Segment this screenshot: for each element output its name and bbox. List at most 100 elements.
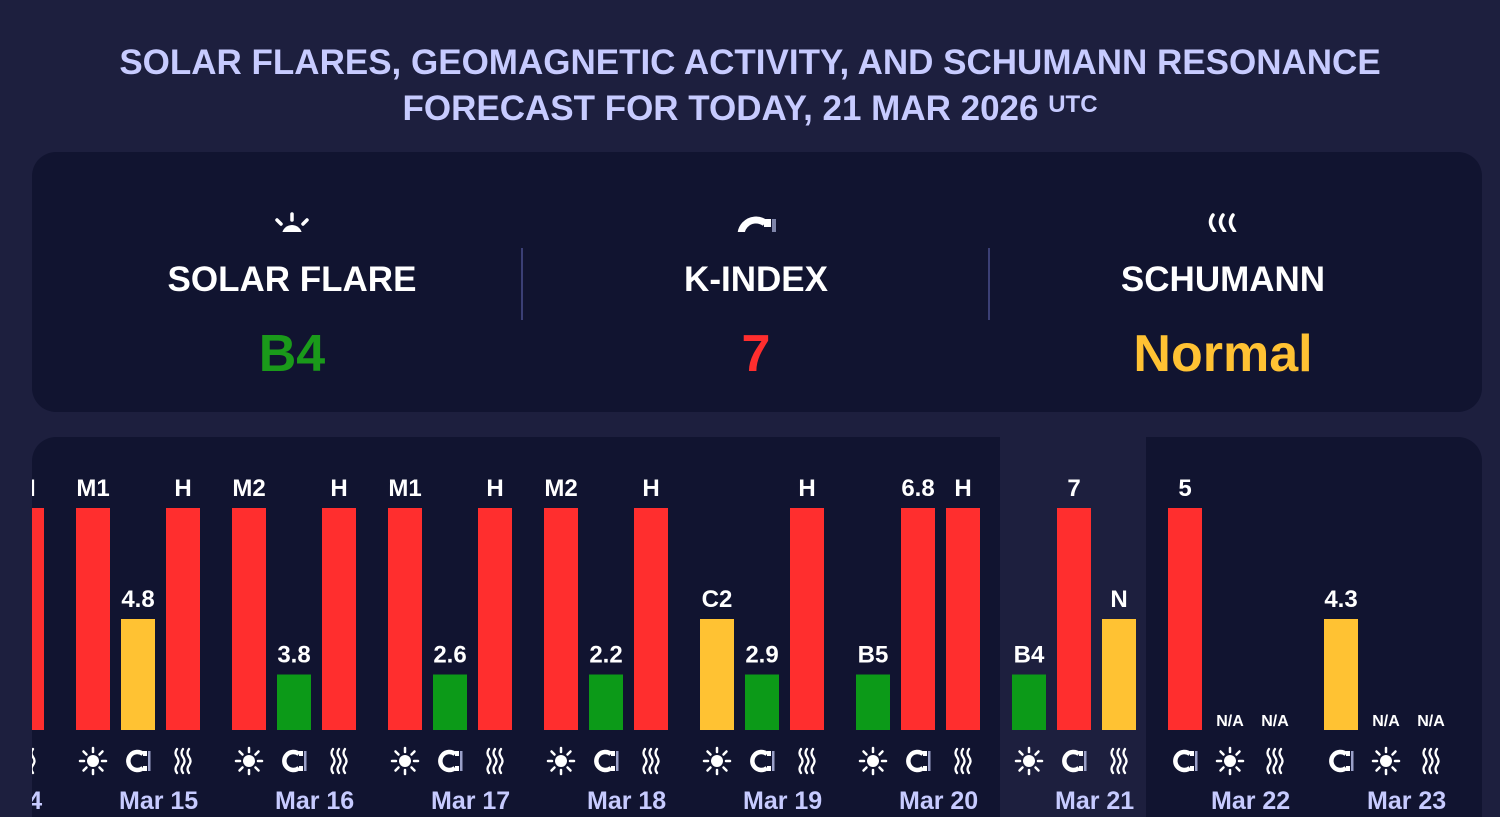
divider xyxy=(988,248,990,320)
date-label: Mar 16 xyxy=(275,787,354,815)
magnet-icon xyxy=(1329,749,1354,773)
bar-kindex xyxy=(1168,508,1202,730)
sun-icon xyxy=(546,746,576,776)
divider xyxy=(521,248,523,320)
bar-flare xyxy=(388,508,422,730)
day-group: H Mar 14 xyxy=(32,475,44,815)
bar-label: H xyxy=(174,475,191,502)
bar-label: 7 xyxy=(1067,475,1080,502)
bar-flare xyxy=(856,674,890,730)
magnet-icon xyxy=(737,216,776,232)
k-index-summary: K-INDEX 7 xyxy=(523,152,989,412)
title-line-2-text: FORECAST FOR TODAY, 21 MAR 2026 xyxy=(402,89,1039,128)
bar-schumann xyxy=(946,508,980,730)
bar-label: 5 xyxy=(1178,475,1191,502)
forecast-chart-panel: H Mar 14 M1 4.8 H Mar 15 M2 3.8 H Mar 16 M1 2.6 H Mar… xyxy=(32,437,1482,817)
waves-icon xyxy=(174,747,192,775)
title-line-2: FORECAST FOR TODAY, 21 MAR 2026 UTC xyxy=(0,86,1500,132)
bar-schumann xyxy=(478,508,512,730)
bar-flare xyxy=(1012,674,1046,730)
waves-icon xyxy=(330,747,348,775)
bar-schumann xyxy=(790,508,824,730)
sun-icon xyxy=(702,746,732,776)
bar-label: M2 xyxy=(232,475,265,502)
bar-kindex xyxy=(433,674,467,730)
bar-label: H xyxy=(954,475,971,502)
date-label: Mar 20 xyxy=(899,787,978,815)
bar-label: 6.8 xyxy=(901,475,934,502)
day-group: M1 4.8 H Mar 15 xyxy=(76,475,200,815)
waves-icon xyxy=(954,747,972,775)
today-summary-panel: SOLAR FLARE B4 K-INDEX 7 SCHUMANN Normal xyxy=(32,152,1482,412)
bar-label: B5 xyxy=(858,642,889,669)
bar-label: H xyxy=(798,475,815,502)
bar-label: N xyxy=(1110,586,1127,613)
bar-label: M1 xyxy=(388,475,421,502)
bar-kindex xyxy=(121,619,155,730)
bar-kindex xyxy=(277,674,311,730)
date-label: Mar 17 xyxy=(431,787,510,815)
day-group: B5 6.8 H Mar 20 xyxy=(856,475,980,815)
bar-flare xyxy=(700,619,734,730)
sun-icon xyxy=(1014,746,1044,776)
sun-icon xyxy=(1215,746,1245,776)
bar-kindex xyxy=(1057,508,1091,730)
solar-flare-summary: SOLAR FLARE B4 xyxy=(32,152,552,412)
bar-schumann xyxy=(1102,619,1136,730)
solar-flare-label: SOLAR FLARE xyxy=(167,260,417,299)
schumann-label: SCHUMANN xyxy=(1120,260,1326,299)
date-label: Mar 18 xyxy=(587,787,666,815)
bar-label: M2 xyxy=(544,475,577,502)
day-group: B4 7 N Mar 21 xyxy=(1000,437,1146,817)
k-index-value: 7 xyxy=(741,325,771,383)
bar-label: H xyxy=(486,475,503,502)
sun-icon xyxy=(275,212,309,232)
magnet-icon xyxy=(126,749,151,773)
date-label: Mar 21 xyxy=(1055,787,1134,815)
sun-icon xyxy=(1371,746,1401,776)
bar-label: B4 xyxy=(1014,642,1045,669)
solar-flare-value: B4 xyxy=(258,325,326,383)
magnet-icon xyxy=(750,749,775,773)
waves-icon xyxy=(642,747,660,775)
date-label: Mar 19 xyxy=(743,787,822,815)
title-line-1: SOLAR FLARES, GEOMAGNETIC ACTIVITY, AND … xyxy=(119,43,1381,82)
na-label: N/A xyxy=(1372,713,1400,730)
day-group: 4.3 N/A N/A Mar 23 xyxy=(1324,586,1446,815)
sun-icon xyxy=(78,746,108,776)
waves-icon xyxy=(32,747,36,775)
bar-schumann xyxy=(32,508,44,730)
page-title: SOLAR FLARES, GEOMAGNETIC ACTIVITY, AND … xyxy=(0,40,1500,132)
waves-icon xyxy=(1422,747,1440,775)
day-group: C2 2.9 H Mar 19 xyxy=(700,475,824,815)
bar-kindex xyxy=(901,508,935,730)
sun-icon xyxy=(858,746,888,776)
bar-kindex xyxy=(745,674,779,730)
date-label: Mar 14 xyxy=(32,787,42,815)
bar-schumann xyxy=(166,508,200,730)
day-group: M2 3.8 H Mar 16 xyxy=(232,475,356,815)
magnet-icon xyxy=(438,749,463,773)
na-label: N/A xyxy=(1261,713,1289,730)
na-label: N/A xyxy=(1417,713,1445,730)
waves-icon xyxy=(798,747,816,775)
bar-label: 2.2 xyxy=(589,642,622,669)
magnet-icon xyxy=(282,749,307,773)
day-group: M1 2.6 H Mar 17 xyxy=(388,475,512,815)
waves-icon xyxy=(1266,747,1284,775)
waves-icon xyxy=(486,747,504,775)
timezone-label: UTC xyxy=(1048,91,1098,118)
bar-label: 2.9 xyxy=(745,642,778,669)
waves-icon xyxy=(1208,213,1237,232)
bar-label: 4.3 xyxy=(1324,586,1357,613)
day-group: 5 N/A N/A Mar 22 xyxy=(1168,475,1290,815)
date-label: Mar 15 xyxy=(119,787,198,815)
bar-flare xyxy=(76,508,110,730)
waves-icon xyxy=(1110,747,1128,775)
bar-label: 4.8 xyxy=(121,586,154,613)
day-group: M2 2.2 H Mar 18 xyxy=(544,475,668,815)
k-index-label: K-INDEX xyxy=(684,260,828,299)
sun-icon xyxy=(234,746,264,776)
bar-label: H xyxy=(32,475,36,502)
bar-label: C2 xyxy=(702,586,733,613)
